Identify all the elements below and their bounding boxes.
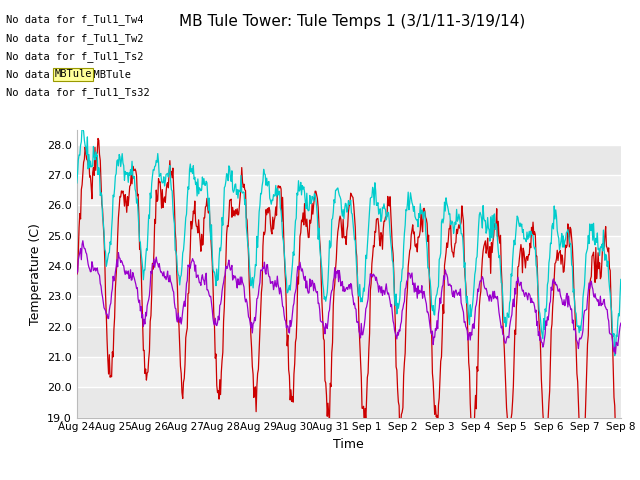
Text: No data for f_Tul1_Ts32: No data for f_Tul1_Ts32 xyxy=(6,87,150,98)
Legend: Tul1_Tw+10cm, Tul1_Ts-8cm, Tul1_Ts-16cm: Tul1_Tw+10cm, Tul1_Ts-8cm, Tul1_Ts-16cm xyxy=(150,476,548,480)
Bar xyxy=(77,387,621,418)
Text: No data for f_Tul1_Tw4: No data for f_Tul1_Tw4 xyxy=(6,14,144,25)
Text: MB Tule Tower: Tule Temps 1 (3/1/11-3/19/14): MB Tule Tower: Tule Temps 1 (3/1/11-3/19… xyxy=(179,14,525,29)
Bar xyxy=(77,266,621,296)
Bar xyxy=(77,236,621,266)
Text: No data for f_Tul1_Ts2: No data for f_Tul1_Ts2 xyxy=(6,51,144,62)
Bar xyxy=(77,327,621,357)
Text: MBTule: MBTule xyxy=(54,69,92,79)
Text: No data for f_MBTule: No data for f_MBTule xyxy=(6,69,131,80)
Bar xyxy=(77,145,621,175)
Bar xyxy=(77,175,621,205)
Bar xyxy=(77,205,621,236)
Bar xyxy=(77,296,621,327)
Bar xyxy=(77,357,621,387)
Text: No data for f_Tul1_Tw2: No data for f_Tul1_Tw2 xyxy=(6,33,144,44)
Y-axis label: Temperature (C): Temperature (C) xyxy=(29,223,42,324)
X-axis label: Time: Time xyxy=(333,438,364,451)
